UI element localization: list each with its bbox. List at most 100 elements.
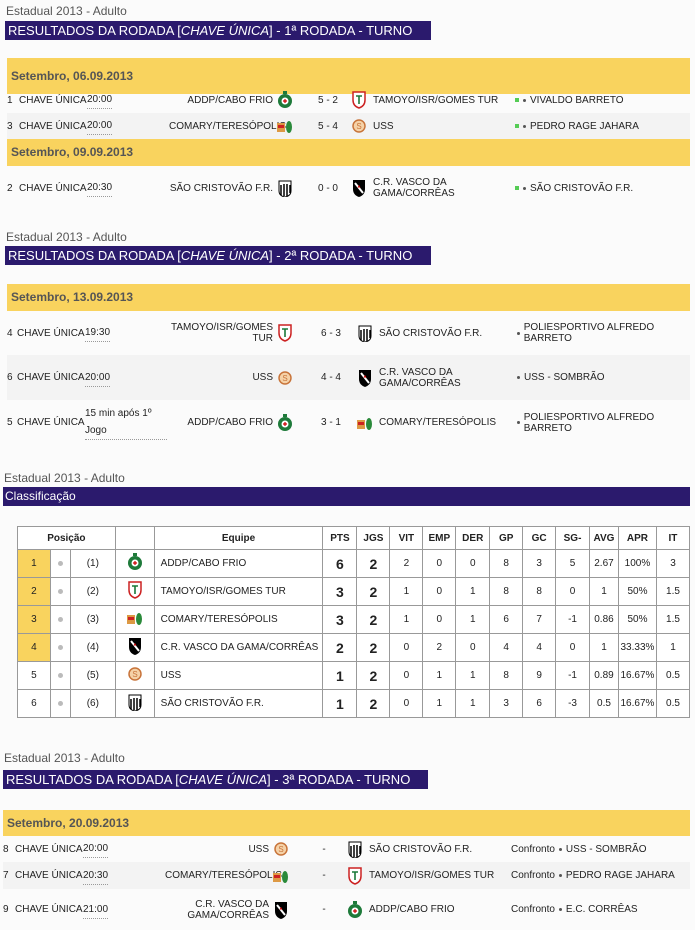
uss-crest-icon: S	[277, 369, 293, 387]
match-number: 6	[7, 372, 13, 383]
team-name[interactable]: COMARY/TERESÓPOLIS	[153, 605, 324, 634]
header-gc[interactable]: GC	[522, 526, 557, 550]
header-jgs[interactable]: JGS	[356, 526, 391, 550]
stat-jgs: 2	[356, 605, 391, 634]
venue-name[interactable]: SÃO CRISTOVÃO F.R.	[530, 182, 634, 194]
title-prefix: RESULTADOS DA RODADA [	[6, 772, 179, 787]
header-der[interactable]: DER	[455, 526, 491, 550]
match-time[interactable]: 20:00	[85, 369, 111, 387]
saocristovao-crest-icon	[127, 693, 143, 712]
header-gp[interactable]: GP	[489, 526, 524, 550]
venue: Confronto PEDRO RAGE JAHARA	[511, 870, 690, 881]
match-time[interactable]: 21:00	[83, 901, 109, 919]
bullet-icon	[558, 847, 562, 851]
away-team[interactable]: C.R. VASCO DA GAMA/CORRÊAS	[379, 366, 461, 389]
header-vit[interactable]: VIT	[389, 526, 424, 550]
team-name[interactable]: ADDP/CABO FRIO	[153, 549, 324, 578]
stat-der: 1	[455, 605, 491, 634]
header-it[interactable]: IT	[655, 526, 691, 550]
venue-name[interactable]: POLIESPORTIVO ALFREDO BARRETO	[523, 322, 655, 344]
header-emp[interactable]: EMP	[422, 526, 457, 550]
bullet-icon	[517, 421, 520, 424]
confronto-link[interactable]: Confronto	[511, 904, 555, 915]
match-time[interactable]: 20:00	[83, 840, 109, 858]
header-apr[interactable]: APR	[617, 526, 657, 550]
round-title: RESULTADOS DA RODADA [CHAVE ÚNICA] - 1ª …	[5, 21, 431, 40]
stat-vit: 0	[389, 689, 424, 718]
match-time[interactable]: 20:00	[87, 117, 113, 135]
status-icon	[515, 186, 519, 190]
title-suffix: ] - 1ª RODADA - TURNO	[269, 23, 413, 38]
away-team[interactable]: SÃO CRISTOVÃO F.R.	[379, 327, 483, 339]
match-time[interactable]: 20:00	[87, 91, 113, 109]
crest-cell: S	[114, 661, 155, 690]
team-name[interactable]: C.R. VASCO DA GAMA/CORRÊAS	[153, 633, 324, 662]
home-team[interactable]: C.R. VASCO DA GAMA/CORRÊAS	[187, 898, 269, 921]
header-pts[interactable]: PTS	[322, 526, 358, 550]
venue-name[interactable]: VIVALDO BARRETO	[530, 94, 624, 106]
header-sg[interactable]: SG-	[555, 526, 590, 550]
bullet-icon	[517, 376, 520, 379]
venue-name[interactable]: USS - SOMBRÃO	[524, 372, 605, 383]
match-time-cell: 20:00	[87, 117, 169, 135]
away-team[interactable]: C.R. VASCO DA GAMA/CORRÊAS	[373, 177, 455, 199]
venue: PEDRO RAGE JAHARA	[515, 121, 690, 132]
home-team[interactable]: USS	[248, 843, 269, 855]
home-team[interactable]: COMARY/TERESÓPOLIS	[165, 870, 283, 881]
stat-gp: 6	[489, 605, 524, 634]
match-time[interactable]: 20:30	[83, 867, 109, 885]
previous-position: (6)	[69, 689, 116, 718]
stat-vit: 0	[389, 633, 424, 662]
venue-name[interactable]: USS - SOMBRÃO	[565, 843, 647, 855]
match-time[interactable]: 15 min após 1º Jogo	[85, 405, 167, 440]
away-team[interactable]: TAMOYO/ISR/GOMES TUR	[373, 94, 499, 106]
team-name[interactable]: USS	[153, 661, 324, 690]
confronto-link[interactable]: Confronto	[511, 870, 555, 881]
match-time[interactable]: 19:30	[85, 324, 111, 342]
trend-cell	[49, 577, 71, 606]
trend-dot-icon	[57, 645, 63, 650]
match-time-cell: 15 min após 1º Jogo	[85, 405, 167, 440]
trend-cell	[49, 633, 71, 662]
date-header: Setembro, 09.09.2013	[7, 139, 690, 166]
team-name[interactable]: TAMOYO/ISR/GOMES TUR	[153, 577, 324, 606]
home-team[interactable]: ADDP/CABO FRIO	[187, 94, 273, 106]
away-team[interactable]: ADDP/CABO FRIO	[369, 904, 455, 915]
confronto-link[interactable]: Confronto	[511, 843, 555, 855]
match-row: 9 CHAVE ÚNICA 21:00 C.R. VASCO DA GAMA/CORR…	[3, 889, 690, 930]
venue-name[interactable]: PEDRO RAGE JAHARA	[530, 120, 639, 132]
match-time[interactable]: 20:30	[87, 179, 113, 197]
position: 6	[17, 689, 51, 718]
venue-name[interactable]: E.C. CORRÊAS	[565, 904, 638, 915]
comary-crest-icon	[126, 609, 143, 627]
trend-dot-icon	[57, 561, 63, 566]
venue: POLIESPORTIVO ALFREDO BARRETO	[517, 322, 690, 344]
header-crest	[114, 526, 155, 550]
team-name[interactable]: SÃO CRISTOVÃO F.R.	[153, 689, 324, 718]
match-number: 8	[3, 843, 9, 855]
home-team[interactable]: SÃO CRISTOVÃO F.R.	[169, 182, 273, 194]
crest-cell	[114, 577, 155, 606]
stat-sg: -1	[555, 661, 590, 690]
stat-vit: 2	[389, 549, 424, 578]
match-time-cell: 20:00	[85, 369, 167, 387]
away-team[interactable]: USS	[373, 120, 394, 132]
venue-name[interactable]: PEDRO RAGE JAHARA	[565, 870, 675, 881]
match-number: 2	[7, 182, 13, 194]
away-team[interactable]: SÃO CRISTOVÃO F.R.	[369, 843, 473, 855]
stat-gp: 4	[489, 633, 524, 662]
away-team[interactable]: TAMOYO/ISR/GOMES TUR	[369, 870, 495, 881]
home-team[interactable]: ADDP/CABO FRIO	[187, 417, 273, 428]
header-equipe[interactable]: Equipe	[153, 526, 324, 550]
stat-apr: 100%	[617, 549, 657, 578]
away-team[interactable]: COMARY/TERESÓPOLIS	[379, 417, 497, 428]
home-team[interactable]: USS	[252, 372, 273, 383]
venue-name[interactable]: POLIESPORTIVO ALFREDO BARRETO	[523, 411, 655, 434]
match-time-cell: 20:30	[83, 867, 165, 885]
comary-crest-icon	[357, 414, 373, 432]
home-team[interactable]: COMARY/TERESÓPOLIS	[169, 120, 287, 132]
tamoyo-crest-icon	[127, 581, 143, 599]
comary-crest-icon	[273, 867, 289, 885]
header-avg[interactable]: AVG	[589, 526, 619, 550]
home-team[interactable]: TAMOYO/ISR/GOMES TUR	[170, 322, 273, 344]
